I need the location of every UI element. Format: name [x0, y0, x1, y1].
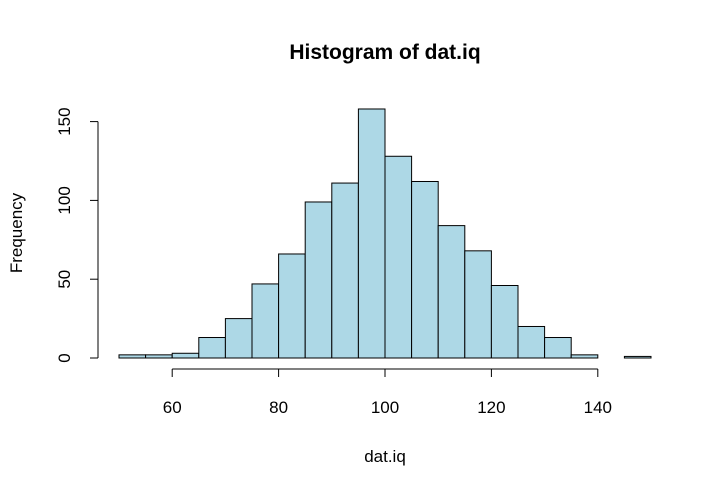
chart-title: Histogram of dat.iq	[289, 41, 480, 64]
histogram-bar-5	[251, 283, 280, 359]
y-axis-label: Frequency	[7, 192, 26, 273]
x-axis: 60 80 100 120 140	[163, 368, 612, 417]
y-tick-label-150: 150	[55, 107, 74, 135]
histogram-bar-19	[623, 355, 652, 359]
histogram-bar-4	[224, 318, 253, 359]
histogram-bar-1	[145, 354, 173, 359]
histogram-bar-10	[384, 155, 413, 359]
x-tick-label-140: 140	[584, 398, 612, 417]
y-tick-label-100: 100	[55, 186, 74, 214]
x-tick-label-60: 60	[163, 398, 182, 417]
histogram-bar-11	[411, 180, 439, 359]
histogram-bar-15	[517, 325, 546, 359]
histogram-bar-7	[304, 201, 333, 359]
x-tick-label-100: 100	[371, 398, 399, 417]
y-tick-label-50: 50	[55, 270, 74, 289]
y-tick-label-0: 0	[55, 353, 74, 362]
histogram-bar-16	[544, 337, 572, 359]
histogram-bar-17	[570, 354, 599, 359]
x-tick-label-120: 120	[477, 398, 505, 417]
x-axis-label: dat.iq	[364, 447, 406, 466]
histogram-bar-6	[278, 253, 306, 359]
histogram-bar-8	[331, 182, 359, 359]
bars-group	[118, 108, 652, 359]
histogram-bar-14	[490, 285, 519, 359]
y-axis: 0 50 100 150	[55, 107, 99, 363]
histogram-bar-12	[437, 225, 466, 359]
x-tick-label-80: 80	[269, 398, 288, 417]
histogram-bar-3	[198, 337, 226, 359]
histogram-bar-0	[118, 354, 147, 359]
histogram-bar-9	[357, 108, 386, 359]
histogram-bar-2	[171, 352, 200, 359]
histogram-bar-13	[464, 250, 492, 359]
